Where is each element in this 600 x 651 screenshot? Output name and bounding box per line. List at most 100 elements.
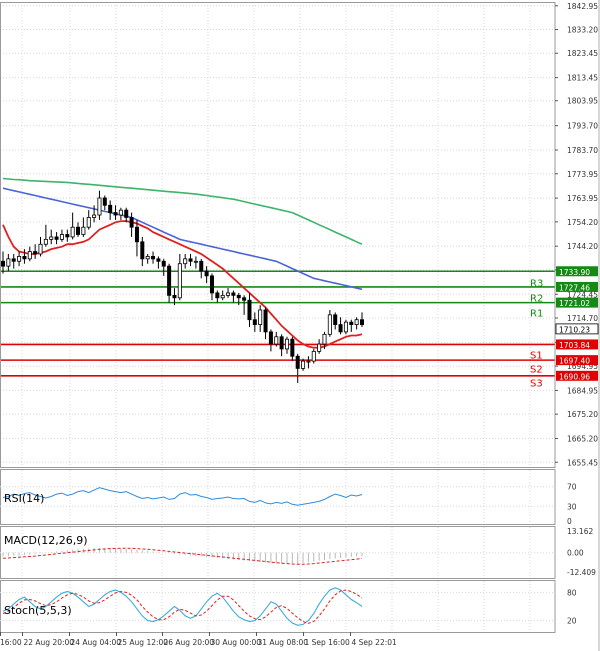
candle-bullish [220,294,225,299]
green-moving-average [2,177,363,245]
candle-bearish [247,299,252,321]
candle-bearish [215,292,220,299]
stoch-tick-label: 80 [567,588,577,597]
level-tag-background [556,355,598,366]
candle-bearish [236,294,241,299]
level-tag-background [556,370,598,381]
candle-bullish [49,236,54,240]
time-tick-label: 16:00 [0,638,22,647]
candle-bearish [338,324,343,333]
level-name: R3 [530,279,543,290]
candle-bearish [65,234,70,238]
candle-bearish [359,319,364,325]
time-tick-label: 1 Sep 16:00 [305,638,351,647]
panel-frame [0,580,556,633]
candle-bearish [0,260,6,267]
price-tick-label: 1665.20 [567,435,598,444]
candle-bullish [97,197,102,216]
candle-bearish [108,204,113,213]
candle-bearish [242,297,247,301]
moving-averages [2,177,363,349]
time-tick-label: 4 Sep 22:01 [352,638,398,647]
candle-bullish [284,338,289,350]
price-tick-label: 1684.95 [567,386,598,395]
level-tag-background [556,339,598,350]
candle-bearish [204,270,209,277]
candle-bearish [134,226,139,243]
candle-bearish [156,258,161,262]
time-tick-label: 22 Aug 20:00 [24,638,75,647]
time-tick-label: 31 Aug 08:00 [258,638,309,647]
level-name-labels: R3 R2 R1 S1 S2 S3 [530,279,543,390]
rsi-panel: RSI(14) 70 30 0 [0,483,577,526]
rsi-tick-label: 30 [567,502,577,511]
candle-bullish [258,309,263,325]
candle-bearish [349,321,354,325]
panel-frame [0,469,556,525]
current-price-value: 1710.23 [559,325,590,334]
candle-bearish [333,314,338,325]
candle-bearish [102,197,107,206]
stoch-tick-label: 20 [567,617,577,626]
candle-bullish [86,217,91,228]
main-grid [0,2,555,630]
candle-bearish [231,292,236,296]
level-tag-background [556,297,598,308]
candle-bullish [118,209,123,216]
price-tick-label: 1675.20 [567,410,598,419]
candle-bullish [274,336,279,345]
price-tick-label: 1803.95 [567,97,598,106]
candle-bearish [209,275,214,294]
price-tick-label: 1823.45 [567,49,598,58]
candle-bearish [199,260,204,272]
candle-bearish [252,319,257,325]
candle-bearish [172,294,177,299]
candle-bullish [343,321,348,333]
price-tick-label: 1793.70 [567,122,598,131]
candle-bearish [11,258,16,262]
candle-bullish [177,263,182,299]
price-tick-label: 1833.20 [567,26,598,35]
candle-bullish [327,314,332,335]
candle-bearish [151,256,156,260]
candle-bearish [113,212,118,216]
time-tick-label: 30 Aug 00:00 [211,638,262,647]
level-tag-value: 1733.90 [559,268,590,277]
candle-bearish [295,355,300,369]
candle-bullish [17,256,22,262]
stoch-label: Stoch(5,5,3) [4,604,72,617]
price-tick-label: 1655.45 [567,458,598,467]
candle-bearish [22,256,27,260]
candle-bullish [59,234,64,240]
candle-bullish [38,243,43,255]
candle-bullish [145,256,150,260]
candle-bearish [263,309,268,333]
red-moving-average [2,220,363,349]
rsi-label: RSI(14) [4,492,44,505]
level-name: S2 [530,364,543,375]
rsi-line [2,487,363,506]
level-tag-value: 1690.96 [559,372,590,381]
candle-bearish [129,217,134,228]
price-tick-label: 1714.70 [567,314,598,323]
candle-bullish [43,238,48,245]
level-name: R1 [530,308,543,319]
price-tick-label: 1744.20 [567,242,598,251]
candle-bearish [76,226,81,235]
level-value-tags: 1733.90 1727.46 1721.02 1703.84 1697.40 1690.… [556,266,598,381]
candle-bullish [27,251,32,260]
level-tag-background [556,266,598,277]
candle-bullish [317,343,322,352]
candle-bearish [161,260,166,267]
time-tick-label: 26 Aug 20:00 [164,638,215,647]
candlesticks [0,190,364,384]
time-tick-label: 24 Aug 04:00 [71,638,122,647]
price-tick-label: 1724.45 [567,290,598,299]
level-tag-value: 1721.02 [559,299,590,308]
candle-bearish [279,336,284,350]
macd-tick-label: 13.162 [567,527,593,536]
candle-bullish [81,226,86,235]
candle-bearish [167,265,172,296]
